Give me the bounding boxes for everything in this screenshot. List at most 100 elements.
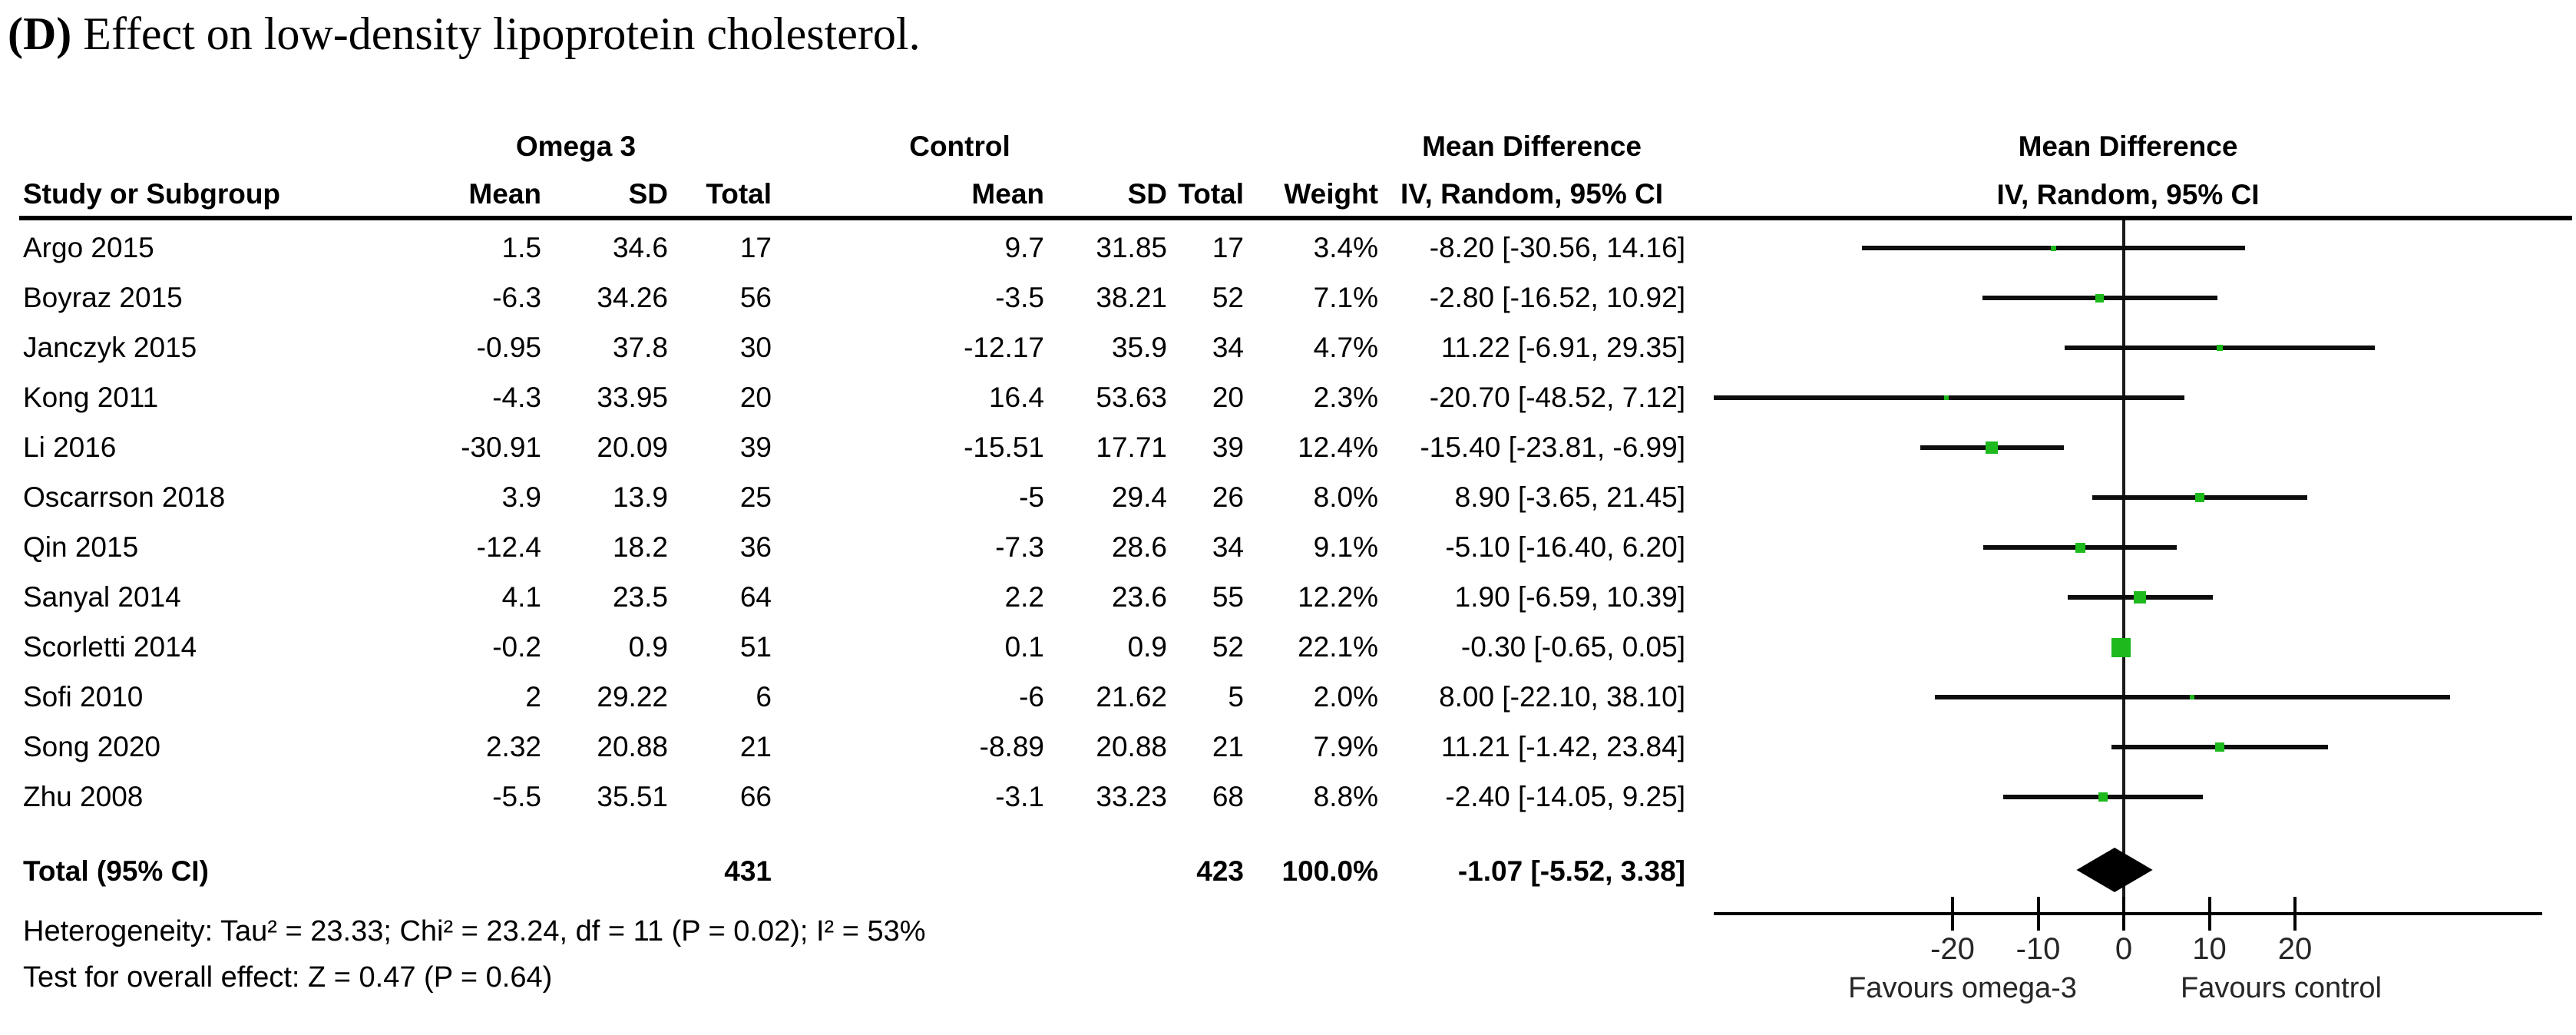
study-row: Sanyal 2014 4.1 23.5 64 2.2 23.6 55 12.2% 1.90 [… <box>23 572 1685 622</box>
study-rows: Argo 2015 1.5 34.6 17 9.7 31.85 17 3.4% -8.20 [-… <box>23 223 1685 822</box>
control-sd: 28.6 <box>1111 531 1167 563</box>
control-n: 68 <box>1212 781 1244 812</box>
md-ci-text: -2.40 [-14.05, 9.25] <box>1445 781 1685 812</box>
omega-mean: -4.3 <box>492 382 541 413</box>
column-header-row: Study or Subgroup Mean SD Total Mean SD … <box>23 172 1685 215</box>
study-row: Argo 2015 1.5 34.6 17 9.7 31.85 17 3.4% -8.20 [-… <box>23 223 1685 273</box>
col-header-ci-stat: IV, Random, 95% CI <box>1400 177 1663 210</box>
omega-mean: -30.91 <box>461 432 541 463</box>
omega-n: 25 <box>739 481 772 513</box>
axis-tick-label: 10 <box>2192 932 2227 966</box>
x-axis-line <box>1714 912 2542 915</box>
omega-n: 56 <box>739 282 772 313</box>
effect-marker <box>2075 543 2085 553</box>
omega-mean: -6.3 <box>492 282 541 313</box>
omega-sd: 20.09 <box>597 432 668 463</box>
weight: 12.2% <box>1298 581 1378 613</box>
col-header-study: Study or Subgroup <box>23 177 281 210</box>
study-row: Zhu 2008 -5.5 35.51 66 -3.1 33.23 68 8.8% -2.40 … <box>23 772 1685 822</box>
omega-sd: 0.9 <box>628 631 668 663</box>
omega-mean: 2 <box>525 681 541 713</box>
total-control-n: 423 <box>1196 855 1244 887</box>
omega-mean: -0.2 <box>492 631 541 663</box>
omega-mean: 4.1 <box>501 581 541 613</box>
pooled-diamond <box>2076 848 2153 892</box>
control-sd: 17.71 <box>1096 432 1167 463</box>
study-row: Boyraz 2015 -6.3 34.26 56 -3.5 38.21 52 7.1% -2.… <box>23 273 1685 322</box>
md-ci-text: -20.70 [-48.52, 7.12] <box>1429 382 1685 413</box>
axis-tick <box>2036 897 2040 931</box>
control-sd: 0.9 <box>1127 631 1167 663</box>
axis-tick <box>1951 897 1954 931</box>
md-ci-text: 11.22 [-6.91, 29.35] <box>1440 332 1685 363</box>
control-n: 39 <box>1212 432 1244 463</box>
control-n: 26 <box>1212 481 1244 513</box>
group-header-mean-difference-plot: Mean Difference <box>2018 131 2238 162</box>
col-header-control-total: Total <box>1178 177 1244 210</box>
effect-marker <box>2217 345 2223 351</box>
control-sd: 38.21 <box>1096 282 1167 313</box>
md-ci-text: -15.40 [-23.81, -6.99] <box>1420 432 1685 463</box>
effect-marker <box>2215 742 2224 752</box>
favours-right-label: Favours control <box>2181 972 2382 1004</box>
control-mean: -3.1 <box>995 781 1044 812</box>
study-name: Zhu 2008 <box>23 781 144 812</box>
omega-n: 39 <box>739 432 772 463</box>
control-n: 21 <box>1212 731 1244 762</box>
axis-tick <box>2207 897 2211 931</box>
effect-marker <box>2051 246 2056 251</box>
total-weight: 100.0% <box>1281 855 1379 887</box>
effect-marker <box>2134 591 2146 603</box>
study-name: Boyraz 2015 <box>23 282 183 313</box>
study-row: Janczyk 2015 -0.95 37.8 30 -12.17 35.9 34 4.7% 1… <box>23 322 1685 372</box>
control-n: 52 <box>1212 282 1244 313</box>
study-name: Qin 2015 <box>23 531 139 563</box>
effect-marker <box>1944 395 1949 400</box>
omega-n: 66 <box>739 781 772 812</box>
effect-marker <box>2098 792 2108 802</box>
omega-n: 51 <box>739 631 772 663</box>
md-ci-text: -8.20 [-30.56, 14.16] <box>1429 232 1685 263</box>
weight: 8.0% <box>1313 481 1378 513</box>
weight: 9.1% <box>1313 531 1378 563</box>
omega-n: 36 <box>739 531 772 563</box>
md-ci-text: -2.80 [-16.52, 10.92] <box>1429 282 1685 313</box>
effect-marker <box>2111 638 2131 657</box>
omega-mean: 3.9 <box>501 481 541 513</box>
axis-tick-label: -10 <box>2015 932 2061 966</box>
effect-marker <box>1986 441 1998 454</box>
md-ci-text: -5.10 [-16.40, 6.20] <box>1445 531 1685 563</box>
weight: 8.8% <box>1313 781 1378 812</box>
control-mean: -3.5 <box>995 282 1044 313</box>
weight: 2.0% <box>1313 681 1378 713</box>
control-mean: -6 <box>1019 681 1044 713</box>
control-sd: 53.63 <box>1096 382 1167 413</box>
study-name: Sofi 2010 <box>23 681 144 713</box>
axis-tick <box>2293 897 2297 931</box>
control-mean: -12.17 <box>964 332 1044 363</box>
control-mean: -15.51 <box>964 432 1044 463</box>
omega-n: 64 <box>739 581 772 613</box>
weight: 12.4% <box>1298 432 1378 463</box>
study-row: Song 2020 2.32 20.88 21 -8.89 20.88 21 7.9% 11.2… <box>23 722 1685 772</box>
weight: 2.3% <box>1313 382 1378 413</box>
md-ci-text: 11.21 [-1.42, 23.84] <box>1440 731 1685 762</box>
omega-mean: -5.5 <box>492 781 541 812</box>
effect-marker <box>2095 294 2104 303</box>
omega-mean: 1.5 <box>501 232 541 263</box>
total-row: Total (95% CI) 431 423 100.0% -1.07 [-5.… <box>23 846 1685 896</box>
weight: 3.4% <box>1313 232 1378 263</box>
control-sd: 20.88 <box>1096 731 1167 762</box>
study-name: Janczyk 2015 <box>23 332 197 363</box>
overall-effect-note: Test for overall effect: Z = 0.47 (P = 0… <box>23 961 553 994</box>
control-mean: 9.7 <box>1004 232 1044 263</box>
control-mean: -7.3 <box>995 531 1044 563</box>
group-header-control: Control <box>909 131 1010 162</box>
col-header-control-sd: SD <box>1127 177 1167 210</box>
control-sd: 35.9 <box>1111 332 1167 363</box>
omega-n: 20 <box>739 382 772 413</box>
study-name: Kong 2011 <box>23 382 159 413</box>
omega-sd: 34.6 <box>612 232 668 263</box>
omega-sd: 23.5 <box>612 581 668 613</box>
